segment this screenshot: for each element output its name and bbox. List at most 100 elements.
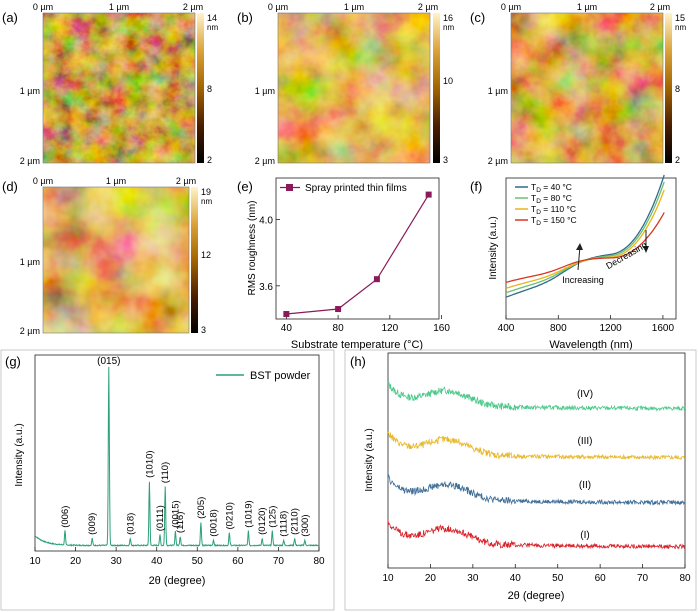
- peak-label: (006): [60, 506, 71, 528]
- afm-a-left-tick-1: 1 µm: [20, 86, 40, 96]
- chart-f-legend-label: TD = 40 °C: [531, 182, 572, 194]
- chart-g-xtick-label: 70: [273, 556, 285, 567]
- chart-g-xtick-label: 30: [111, 556, 123, 567]
- afm-c-top-tick-0: 0 µm: [501, 2, 521, 12]
- peak-label: (0018): [209, 509, 220, 536]
- chart-g: (g) (006) (009) (015) (018) (1010) (0111) (110…: [0, 349, 335, 611]
- chart-h-series-line: [387, 381, 686, 412]
- peak-label: (1118): [279, 511, 290, 537]
- colorbar-d-max: 19: [201, 187, 211, 197]
- chart-h-series-label: (IV): [577, 389, 593, 400]
- panel-label-d: (d): [2, 179, 18, 194]
- peak-label: (009): [87, 513, 98, 535]
- colorbar-a-unit: nm: [207, 23, 218, 32]
- chart-h-series-line: [387, 473, 686, 506]
- chart-f-xtick-label: 800: [550, 323, 567, 334]
- peak-label: (018): [125, 513, 136, 535]
- afm-panel-c: (c) 0 µm 1 µm 2 µm 1 µm 2 µm 15 nm 8 2: [470, 2, 686, 166]
- chart-g-xtick-label: 80: [313, 556, 325, 567]
- peak-label: (2110): [290, 508, 301, 535]
- chart-e-xtick-label: 120: [381, 323, 398, 334]
- chart-e-ytick-label: 4.0: [259, 215, 273, 226]
- chart-e-ytick-label: 3.6: [259, 282, 273, 293]
- colorbar-b-mid: 10: [443, 76, 453, 86]
- afm-map-b: [278, 13, 430, 163]
- peak-label: (116): [175, 512, 186, 533]
- chart-h: (h) (IV) (III) (II) (I) 10 20 30 40 50 60 70 80 2θ…: [344, 349, 697, 611]
- chart-h-xtick-label: 60: [595, 573, 607, 584]
- chart-g-xtick-label: 60: [232, 556, 244, 567]
- chart-h-xtick-label: 70: [637, 573, 649, 584]
- peak-label: (0111): [155, 505, 166, 531]
- afm-panel-a: (a) 0 µm 1 µm 2 µm 1 µm 2 µm 14 nm 8 2: [2, 2, 218, 166]
- chart-h-xtick-label: 20: [425, 573, 437, 584]
- colorbar-d-mid: 12: [201, 250, 211, 260]
- chart-e-point: [335, 306, 342, 313]
- chart-g-outer-frame: [0, 349, 335, 611]
- chart-g-xtick-label: 20: [70, 556, 82, 567]
- colorbar-d: [191, 187, 198, 333]
- afm-b-left-tick-1: 1 µm: [255, 86, 275, 96]
- chart-e-legend-text: Spray printed thin films: [305, 183, 407, 194]
- colorbar-a-max: 14: [207, 13, 217, 23]
- afm-c-top-tick-2: 2 µm: [650, 2, 670, 12]
- chart-e-xtick-label: 160: [433, 323, 450, 334]
- chart-f-xlabel: Wavelength (nm): [549, 339, 632, 351]
- chart-f-frame: [505, 177, 677, 320]
- chart-e-series-line: [286, 194, 430, 315]
- annotation-increasing: Increasing: [562, 275, 604, 285]
- chart-f-legend-label: TD = 110 °C: [531, 204, 576, 216]
- afm-map-a: [43, 13, 195, 163]
- afm-c-left-tick-2: 2 µm: [488, 156, 508, 166]
- afm-a-top-tick-0: 0 µm: [33, 2, 53, 12]
- afm-a-left-tick-2: 2 µm: [20, 156, 40, 166]
- colorbar-b: [433, 13, 440, 163]
- colorbar-c-max: 15: [675, 13, 685, 23]
- colorbar-b-max: 16: [443, 13, 453, 23]
- afm-c-left-tick-1: 1 µm: [488, 86, 508, 96]
- chart-h-frame: [387, 352, 686, 569]
- chart-g-xlabel: 2θ (degree): [149, 575, 206, 587]
- chart-g-legend-text: BST powder: [250, 370, 311, 382]
- panel-label-b: (b): [237, 10, 253, 25]
- chart-e-xtick-label: 40: [281, 323, 293, 334]
- chart-g-ylabel: Intensity (a.u.): [14, 423, 25, 486]
- colorbar-b-min: 3: [443, 155, 448, 165]
- chart-f-xtick-label: 1200: [599, 323, 622, 334]
- colorbar-d-min: 3: [201, 325, 206, 335]
- chart-h-series-line: [387, 519, 686, 550]
- chart-e-xlabel: Substrate temperature (°C): [291, 339, 423, 351]
- chart-h-xtick-label: 50: [552, 573, 564, 584]
- afm-map-c: [511, 13, 663, 163]
- afm-d-top-tick-0: 0 µm: [33, 176, 53, 186]
- chart-e: (e) 40 80 120 160 3.6 4.0 Spray printed thin …: [237, 177, 450, 351]
- afm-d-left-tick-2: 2 µm: [20, 326, 40, 336]
- chart-h-outer-frame: [344, 349, 697, 611]
- afm-c-top-tick-1: 1 µm: [577, 2, 597, 12]
- chart-g-pattern-line: [34, 366, 320, 548]
- chart-f-ylabel: Intensity (a.u.): [488, 216, 499, 279]
- colorbar-c-min: 2: [675, 155, 680, 165]
- colorbar-a: [197, 13, 204, 163]
- chart-e-ylabel: RMS roughness (nm): [247, 200, 258, 295]
- chart-e-frame: [275, 177, 440, 320]
- panel-label-a: (a): [2, 10, 18, 25]
- colorbar-a-min: 2: [207, 155, 212, 165]
- colorbar-c-mid: 8: [675, 84, 680, 94]
- chart-h-xtick-label: 40: [510, 573, 522, 584]
- chart-h-xtick-label: 80: [679, 573, 691, 584]
- peak-label: (110): [160, 462, 171, 483]
- peak-label: (0120): [257, 507, 268, 534]
- chart-f-series-line: [505, 212, 665, 284]
- chart-h-series-label: (I): [580, 530, 589, 541]
- afm-d-top-tick-2: 2 µm: [176, 176, 196, 186]
- panel-label-h: (h): [350, 354, 366, 369]
- afm-d-left-tick-1: 1 µm: [20, 257, 40, 267]
- chart-g-xtick-label: 10: [29, 556, 41, 567]
- chart-f-legend-label: TD = 150 °C: [531, 215, 577, 227]
- afm-b-top-tick-2: 2 µm: [418, 2, 438, 12]
- panel-label-f: (f): [470, 179, 482, 194]
- colorbar-a-mid: 8: [207, 84, 212, 94]
- afm-b-left-tick-2: 2 µm: [255, 156, 275, 166]
